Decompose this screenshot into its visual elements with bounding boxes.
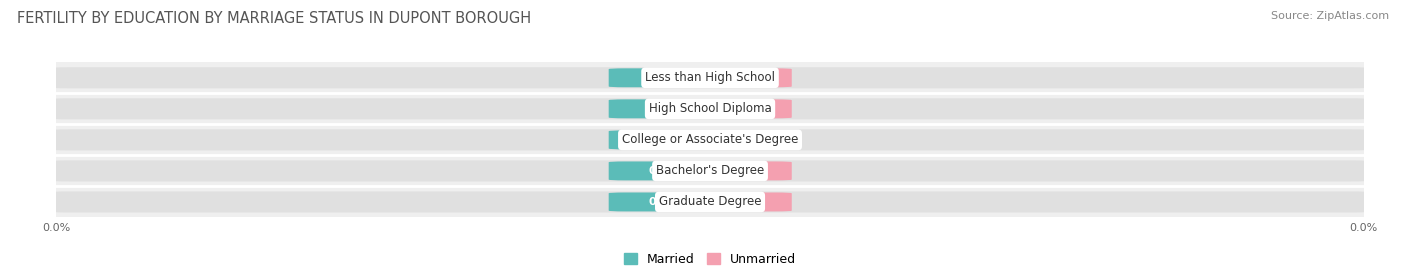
FancyBboxPatch shape [609, 68, 720, 87]
Text: 0.0%: 0.0% [731, 73, 761, 83]
Text: Source: ZipAtlas.com: Source: ZipAtlas.com [1271, 11, 1389, 21]
Text: 0.0%: 0.0% [731, 197, 761, 207]
Text: Less than High School: Less than High School [645, 71, 775, 84]
FancyBboxPatch shape [49, 160, 1371, 182]
Text: Graduate Degree: Graduate Degree [659, 196, 761, 208]
Text: High School Diploma: High School Diploma [648, 102, 772, 115]
FancyBboxPatch shape [700, 68, 792, 87]
FancyBboxPatch shape [609, 130, 720, 149]
FancyBboxPatch shape [609, 99, 720, 118]
FancyBboxPatch shape [609, 161, 720, 180]
Text: 0.0%: 0.0% [650, 104, 679, 114]
Text: College or Associate's Degree: College or Associate's Degree [621, 133, 799, 146]
Text: 0.0%: 0.0% [731, 166, 761, 176]
Text: 0.0%: 0.0% [650, 197, 679, 207]
FancyBboxPatch shape [49, 67, 1371, 88]
FancyBboxPatch shape [49, 98, 1371, 119]
FancyBboxPatch shape [609, 193, 720, 211]
FancyBboxPatch shape [700, 130, 792, 149]
Text: 0.0%: 0.0% [731, 135, 761, 145]
Text: 0.0%: 0.0% [731, 104, 761, 114]
Text: 0.0%: 0.0% [650, 135, 679, 145]
Text: 0.0%: 0.0% [650, 166, 679, 176]
Text: 0.0%: 0.0% [650, 73, 679, 83]
Text: Bachelor's Degree: Bachelor's Degree [657, 164, 763, 178]
Legend: Married, Unmarried: Married, Unmarried [619, 248, 801, 269]
FancyBboxPatch shape [49, 192, 1371, 213]
FancyBboxPatch shape [49, 129, 1371, 150]
FancyBboxPatch shape [700, 161, 792, 180]
FancyBboxPatch shape [700, 193, 792, 211]
FancyBboxPatch shape [700, 99, 792, 118]
Text: FERTILITY BY EDUCATION BY MARRIAGE STATUS IN DUPONT BOROUGH: FERTILITY BY EDUCATION BY MARRIAGE STATU… [17, 11, 531, 26]
